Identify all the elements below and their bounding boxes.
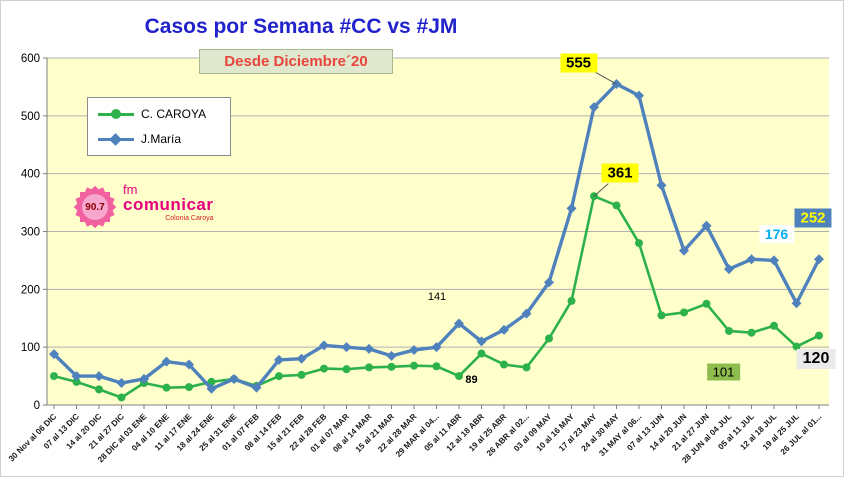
svg-text:300: 300 (21, 227, 40, 239)
marker-cc (747, 328, 756, 337)
legend-label-caroya: C. CAROYA (141, 107, 207, 121)
marker-jm (656, 180, 667, 191)
marker-cc (702, 299, 711, 308)
marker-cc (545, 334, 553, 343)
marker-cc (680, 308, 688, 317)
legend: C. CAROYA J.María (87, 97, 231, 156)
svg-text:200: 200 (21, 284, 40, 296)
annotation-jm-176: 176 (758, 225, 795, 244)
marker-jm (71, 371, 82, 382)
marker-jm (476, 336, 487, 347)
marker-cc (72, 377, 81, 386)
legend-marker-jmaria-icon (98, 132, 134, 146)
marker-jm (116, 378, 127, 389)
marker-jm (229, 373, 239, 384)
marker-cc (185, 383, 193, 392)
marker-cc (657, 311, 666, 320)
marker-jm (251, 382, 262, 393)
marker-jm (161, 356, 172, 367)
svg-text:26 JUL al 01...: 26 JUL al 01... (779, 412, 824, 457)
marker-jm (139, 373, 149, 384)
marker-jm (746, 254, 757, 265)
legend-item-jmaria: J.María (98, 132, 220, 146)
annotation-jm-252: 252 (794, 208, 832, 228)
annotation-cc-89: 89 (465, 373, 478, 386)
marker-jm (724, 264, 734, 275)
marker-jm (521, 308, 532, 319)
marker-jm (589, 102, 599, 113)
marker-jm (544, 277, 554, 288)
marker-cc (275, 372, 283, 381)
marker-cc (297, 370, 306, 379)
marker-jm (566, 203, 577, 214)
marker-cc (50, 372, 58, 381)
logo-name: comunicar (123, 195, 214, 214)
marker-cc (432, 362, 441, 371)
chart-subtitle: Desde Diciembre´20 (199, 49, 393, 74)
marker-jm (184, 359, 194, 370)
marker-cc (815, 331, 823, 340)
radio-logo: 90.7 fm comunicar Colonia Caroya (65, 179, 241, 241)
marker-cc (117, 393, 126, 402)
marker-cc (567, 296, 576, 305)
marker-jm (791, 298, 802, 309)
annotation-cc-101: 101 (706, 363, 741, 381)
marker-jm (94, 371, 104, 382)
marker-cc (365, 363, 373, 372)
marker-jm (49, 349, 59, 360)
marker-cc (162, 383, 171, 392)
marker-jm (319, 340, 329, 351)
marker-cc (95, 385, 103, 394)
annotation-cc-120: 120 (796, 348, 836, 369)
logo-text: fm comunicar Colonia Caroya (123, 183, 213, 222)
annotation-jm-141: 141 (427, 291, 447, 304)
marker-jm (679, 245, 689, 256)
marker-jm (499, 324, 509, 335)
marker-cc (477, 349, 486, 358)
marker-jm (206, 383, 217, 394)
marker-cc (320, 364, 328, 373)
legend-label-jmaria: J.María (141, 132, 182, 146)
svg-text:100: 100 (21, 342, 40, 354)
chart-title: Casos por Semana #CC vs #JM (144, 15, 458, 38)
marker-jm (454, 318, 464, 329)
marker-jm (409, 345, 419, 356)
marker-cc (792, 342, 801, 351)
legend-item-caroya: C. CAROYA (98, 107, 220, 121)
marker-jm (296, 353, 307, 364)
annotation-jm-max: 555 (559, 53, 598, 73)
marker-cc (500, 360, 508, 369)
marker-cc (522, 363, 531, 372)
svg-text:600: 600 (21, 53, 40, 65)
svg-text:0: 0 (34, 400, 40, 412)
marker-jm (274, 354, 284, 365)
marker-jm (814, 254, 824, 265)
legend-marker-caroya-icon (98, 107, 134, 121)
starburst-icon: 90.7 (73, 185, 117, 229)
marker-cc (770, 321, 778, 330)
marker-cc (207, 377, 216, 386)
annotation-cc-max: 361 (601, 163, 639, 183)
marker-jm (364, 343, 374, 354)
marker-cc (387, 362, 396, 371)
marker-cc (725, 326, 733, 335)
marker-jm (431, 342, 442, 353)
marker-cc (635, 239, 643, 248)
logo-fm: fm (123, 182, 138, 197)
svg-text:400: 400 (21, 169, 40, 181)
marker-jm (634, 90, 644, 101)
marker-cc (410, 361, 418, 370)
logo-frequency: 90.7 (82, 194, 108, 220)
marker-jm (769, 255, 779, 266)
marker-cc (455, 372, 463, 381)
marker-jm (701, 220, 712, 231)
marker-cc (612, 201, 621, 210)
marker-cc (342, 365, 351, 374)
marker-jm (341, 342, 352, 353)
marker-jm (386, 350, 397, 361)
logo-city: Colonia Caroya (165, 215, 214, 222)
svg-text:500: 500 (21, 111, 40, 123)
